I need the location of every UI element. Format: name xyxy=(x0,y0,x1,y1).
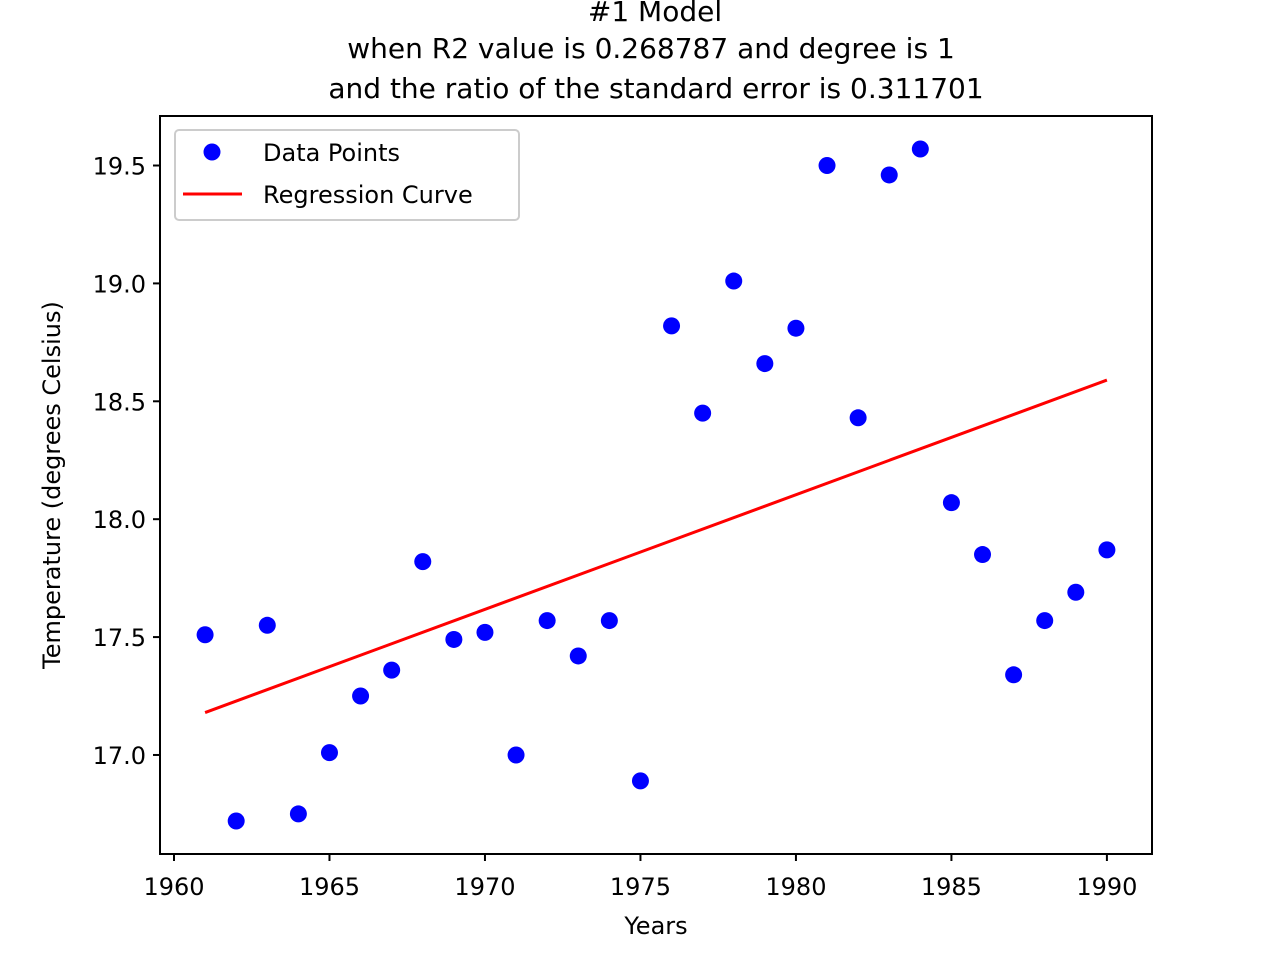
legend: Data Points Regression Curve xyxy=(174,129,520,221)
data-point xyxy=(538,612,556,630)
x-tick-label: 1990 xyxy=(1076,873,1137,901)
chart-title-line-2: when R2 value is 0.268787 and degree is … xyxy=(347,32,955,65)
y-tick-label: 19.0 xyxy=(93,270,146,298)
chart-title-line-1: #1 Model xyxy=(588,0,722,28)
data-point xyxy=(414,553,432,571)
y-tick-label: 17.5 xyxy=(93,624,146,652)
y-axis-label: Temperature (degrees Celsius) xyxy=(38,301,66,670)
data-point xyxy=(911,140,929,158)
data-points xyxy=(196,140,1116,830)
data-point xyxy=(1067,583,1085,601)
data-point xyxy=(756,355,774,373)
chart-title-line-3: and the ratio of the standard error is 0… xyxy=(328,72,983,105)
data-point xyxy=(694,404,712,422)
x-tick-label: 1970 xyxy=(454,873,515,901)
data-point xyxy=(1098,541,1116,559)
x-tick-label: 1960 xyxy=(143,873,204,901)
legend-marker-data-points xyxy=(203,143,221,161)
data-point xyxy=(196,626,214,644)
x-tick-label: 1965 xyxy=(299,873,360,901)
data-point xyxy=(974,546,992,564)
legend-label-regression-curve: Regression Curve xyxy=(263,181,473,209)
data-point xyxy=(289,805,307,823)
regression-line xyxy=(204,378,1108,714)
data-point xyxy=(787,319,805,337)
data-point xyxy=(818,157,836,175)
data-point xyxy=(725,272,743,290)
data-point xyxy=(227,812,245,830)
data-point xyxy=(507,746,525,764)
plot-area xyxy=(159,115,1153,855)
data-point xyxy=(258,616,276,634)
data-point xyxy=(445,630,463,648)
x-tick-label: 1985 xyxy=(921,873,982,901)
y-tick-label: 17.0 xyxy=(93,742,146,770)
y-axis: 17.0 17.5 18.0 18.5 19.0 19.5 xyxy=(93,153,160,770)
data-point xyxy=(942,494,960,512)
y-tick-label: 18.0 xyxy=(93,506,146,534)
data-point xyxy=(569,647,587,665)
x-tick-label: 1980 xyxy=(765,873,826,901)
data-point xyxy=(631,772,649,790)
chart-title: #1 Model when R2 value is 0.268787 and d… xyxy=(328,0,983,105)
legend-box xyxy=(174,129,520,221)
data-point xyxy=(880,166,898,184)
data-point xyxy=(600,612,618,630)
data-point xyxy=(352,687,370,705)
y-tick-label: 19.5 xyxy=(93,153,146,181)
x-axis: 1960 1965 1970 1975 1980 1985 1990 xyxy=(143,854,1137,901)
x-tick-label: 1975 xyxy=(610,873,671,901)
y-tick-label: 18.5 xyxy=(93,388,146,416)
legend-label-data-points: Data Points xyxy=(263,139,400,167)
data-point xyxy=(1036,612,1054,630)
data-point xyxy=(1005,666,1023,684)
data-point xyxy=(663,317,681,335)
data-point xyxy=(383,661,401,679)
data-point xyxy=(476,623,494,641)
data-point xyxy=(849,409,867,427)
data-point xyxy=(320,744,338,762)
x-axis-label: Years xyxy=(623,912,687,940)
